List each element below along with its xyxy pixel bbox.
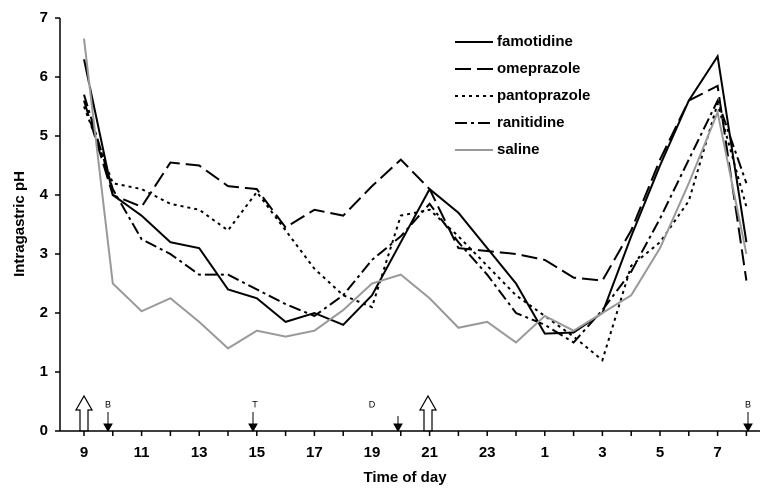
series-line	[83, 53, 748, 335]
y-tick-label: 0	[40, 422, 48, 439]
y-tick-label: 7	[40, 9, 48, 26]
x-tick-label: 11	[134, 444, 150, 461]
series-line	[83, 99, 748, 362]
annotation: T	[252, 399, 258, 409]
legend-label: saline	[497, 141, 540, 158]
y-tick-label: 3	[40, 245, 48, 262]
legend-label: pantoprazole	[497, 87, 590, 104]
x-tick-label: 7	[713, 444, 721, 461]
legend-label: famotidine	[497, 33, 573, 50]
x-tick-label: 5	[656, 444, 664, 461]
annotation: B	[745, 399, 751, 409]
x-tick-label: 1	[541, 444, 549, 461]
y-tick-label: 4	[40, 186, 49, 203]
series-line	[83, 94, 748, 344]
x-tick-label: 9	[80, 444, 88, 461]
x-tick-label: 21	[421, 444, 438, 461]
annotation: B	[105, 399, 111, 409]
legend-label: ranitidine	[497, 114, 565, 131]
x-tick-label: 3	[598, 444, 606, 461]
x-axis-label: Time of day	[363, 469, 447, 486]
x-tick-label: 23	[479, 444, 496, 461]
y-axis-label: Intragastric pH	[11, 171, 28, 277]
x-tick-label: 19	[364, 444, 381, 461]
y-tick-label: 6	[40, 68, 48, 85]
annotation: D	[369, 399, 376, 409]
event-markers	[74, 394, 753, 433]
y-tick-label: 2	[40, 304, 48, 321]
y-tick-label: 1	[40, 363, 48, 380]
x-tick-label: 13	[191, 444, 208, 461]
x-tick-label: 15	[248, 444, 265, 461]
y-tick-label: 5	[40, 127, 48, 144]
series-line	[83, 38, 748, 350]
legend-label: omeprazole	[497, 60, 580, 77]
x-tick-label: 17	[306, 444, 323, 461]
series-line	[83, 84, 748, 282]
